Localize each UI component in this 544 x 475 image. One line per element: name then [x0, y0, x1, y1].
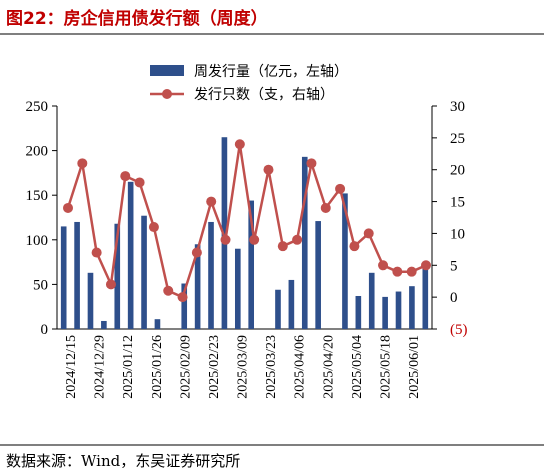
bar — [355, 295, 362, 329]
bar — [368, 272, 375, 329]
line-point — [292, 234, 303, 245]
left-tick-label: 0 — [41, 322, 49, 338]
line-point — [105, 279, 116, 290]
legend-swatch-bars — [150, 65, 184, 76]
line-point — [335, 183, 346, 194]
right-tick-label: 30 — [450, 99, 465, 115]
bar — [409, 286, 415, 329]
bar — [194, 244, 201, 329]
line-point — [421, 260, 431, 271]
line-point — [320, 202, 331, 213]
x-tick-label: 2025/06/01 — [407, 335, 422, 399]
line-point — [249, 234, 260, 245]
left-tick-label: 100 — [26, 233, 49, 249]
bar-series — [60, 137, 429, 329]
bar — [382, 296, 388, 329]
bar — [74, 221, 80, 329]
bar — [87, 272, 94, 329]
x-tick-label: 2025/04/06 — [293, 335, 308, 399]
legend-label-bars: 周发行量（亿元，左轴） — [194, 64, 348, 80]
top-rule — [0, 33, 544, 35]
line-point — [277, 241, 288, 252]
right-tick-label: 15 — [450, 195, 465, 211]
left-tick-label: 250 — [26, 99, 49, 115]
x-tick-label: 2025/01/26 — [150, 335, 165, 399]
x-tick-label: 2024/12/29 — [93, 335, 108, 399]
x-tick-label: 2025/04/20 — [321, 335, 336, 399]
bar — [114, 223, 121, 329]
bar — [60, 226, 67, 329]
bar — [208, 221, 214, 329]
bar — [248, 200, 255, 329]
bar — [315, 221, 321, 329]
x-tick-label: 2025/05/18 — [378, 335, 393, 399]
x-tick-label: 2025/01/12 — [121, 335, 136, 399]
line-point — [378, 260, 389, 271]
line-point — [120, 171, 131, 182]
right-tick-label: 25 — [450, 131, 465, 147]
line-point — [206, 196, 217, 207]
right-tick-label: 5 — [450, 258, 458, 274]
line-point — [263, 164, 274, 175]
line-point — [306, 158, 317, 169]
line-series — [63, 139, 431, 303]
right-tick-label: 20 — [450, 163, 465, 179]
line-point — [349, 241, 360, 252]
chart: 0 50 100 150 200 250 (5) 0 5 10 15 20 25 30 2024/12/15… — [26, 64, 468, 399]
bar — [395, 291, 402, 329]
bar — [181, 283, 188, 329]
left-tick-label: 50 — [33, 277, 48, 293]
right-tick-label: 0 — [450, 290, 458, 306]
left-tick-label: 150 — [26, 188, 49, 204]
line-point — [91, 247, 102, 258]
bar — [221, 137, 228, 329]
bar — [301, 156, 308, 329]
line-point — [134, 177, 145, 188]
line-point — [77, 158, 88, 169]
figure-title: 图22：房企信用债发行额（周度） — [6, 9, 268, 29]
x-tick-label: 2025/03/09 — [236, 335, 251, 399]
bar — [234, 248, 241, 329]
bar — [101, 320, 107, 329]
legend: 周发行量（亿元，左轴） 发行只数（支，右轴） — [150, 64, 348, 103]
bottom-rule — [0, 444, 544, 446]
bar — [127, 181, 134, 329]
line-point — [392, 266, 403, 277]
bar — [342, 193, 348, 329]
x-tick-label: 2025/02/09 — [178, 335, 193, 399]
x-tick-label: 2025/03/23 — [264, 335, 279, 399]
axes — [52, 105, 437, 330]
line-point — [148, 222, 159, 233]
bar — [154, 319, 161, 329]
source-note: 数据来源：Wind，东吴证券研究所 — [6, 452, 241, 470]
line-point — [63, 202, 73, 213]
bar — [422, 268, 429, 329]
bar — [275, 289, 281, 329]
legend-label-line: 发行只数（支，右轴） — [194, 87, 334, 103]
line-point — [163, 285, 174, 296]
line-point — [363, 228, 374, 239]
line-point — [177, 292, 188, 303]
tick-labels: 0 50 100 150 200 250 (5) 0 5 10 15 20 25 30 2024/12/15… — [26, 99, 468, 399]
right-tick-label: 10 — [450, 226, 465, 242]
x-tick-label: 2025/05/04 — [350, 335, 365, 399]
line-point — [234, 139, 245, 150]
line-point — [220, 234, 231, 245]
right-tick-label: (5) — [450, 322, 468, 338]
bar — [288, 279, 295, 329]
line-point — [191, 247, 202, 258]
line-point — [406, 266, 417, 277]
legend-swatch-marker — [162, 89, 172, 99]
x-tick-label: 2024/12/15 — [64, 335, 79, 399]
x-tick-label: 2025/02/23 — [207, 335, 222, 399]
left-tick-label: 200 — [26, 144, 49, 160]
bar — [141, 215, 147, 329]
